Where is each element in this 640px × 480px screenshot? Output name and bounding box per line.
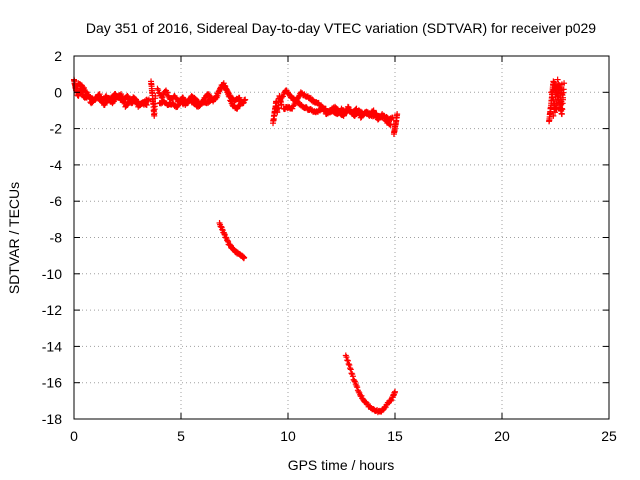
- data-point: [222, 86, 229, 93]
- x-tick-label: 0: [70, 428, 78, 444]
- chart-title: Day 351 of 2016, Sidereal Day-to-day VTE…: [86, 20, 596, 36]
- data-point: [553, 97, 560, 104]
- y-tick-label: -8: [50, 230, 63, 246]
- data-point: [278, 102, 285, 109]
- x-tick-label: 15: [387, 428, 403, 444]
- data-point: [221, 82, 228, 89]
- axis-ticks: [73, 55, 610, 420]
- data-point: [355, 109, 362, 116]
- data-point: [143, 102, 150, 109]
- x-tick-label: 5: [177, 428, 185, 444]
- y-tick-label: -12: [42, 302, 62, 318]
- data-points: [71, 76, 568, 416]
- data-point: [556, 90, 563, 97]
- data-point: [343, 354, 350, 361]
- data-point: [551, 109, 558, 116]
- data-point: [225, 93, 232, 100]
- data-point: [83, 89, 90, 96]
- data-point: [558, 105, 565, 112]
- y-tick-label: -10: [42, 266, 62, 282]
- data-point: [558, 101, 565, 108]
- data-point: [347, 366, 354, 373]
- data-point: [358, 392, 365, 399]
- x-tick-label: 20: [494, 428, 510, 444]
- data-point: [237, 101, 244, 108]
- data-point: [555, 80, 562, 87]
- data-point: [548, 91, 555, 98]
- data-point: [344, 357, 351, 364]
- y-tick-labels: 2 0 -2 -4 -6 -8 -10 -12 -14 -16 -18: [42, 48, 62, 427]
- data-point: [164, 89, 171, 96]
- data-point: [354, 384, 361, 391]
- y-tick-label: -18: [42, 411, 62, 427]
- data-point: [387, 121, 394, 128]
- data-point: [355, 388, 362, 395]
- data-point: [554, 76, 561, 83]
- data-point: [242, 96, 249, 103]
- data-point: [392, 388, 398, 395]
- x-axis-label: GPS time / hours: [288, 457, 395, 473]
- data-point: [347, 365, 354, 372]
- y-tick-label: -2: [50, 121, 63, 137]
- data-point: [556, 85, 563, 92]
- data-point: [241, 254, 248, 261]
- data-point: [550, 112, 557, 119]
- data-point: [286, 91, 293, 98]
- data-point: [86, 95, 93, 102]
- data-point: [98, 96, 105, 103]
- data-point: [349, 373, 356, 380]
- data-point: [237, 100, 244, 107]
- data-point: [348, 370, 355, 377]
- grid-lines: [74, 56, 609, 419]
- y-tick-label: 0: [54, 84, 62, 100]
- data-point: [353, 382, 360, 389]
- data-point: [124, 92, 131, 99]
- data-point: [372, 111, 379, 118]
- data-point: [551, 101, 558, 108]
- data-point: [346, 362, 353, 369]
- x-tick-label: 25: [601, 428, 617, 444]
- x-tick-labels: 0 5 10 15 20 25: [70, 428, 617, 444]
- data-point: [551, 106, 558, 113]
- data-point: [226, 93, 233, 100]
- data-point: [143, 101, 150, 108]
- data-point: [130, 94, 137, 101]
- y-tick-label: 2: [54, 48, 62, 64]
- y-tick-label: -16: [42, 375, 62, 391]
- y-axis-label: SDTVAR / TECUs: [6, 182, 22, 294]
- data-point: [215, 88, 222, 95]
- x-tick-label: 10: [280, 428, 296, 444]
- y-tick-label: -14: [42, 338, 62, 354]
- data-point: [394, 111, 401, 118]
- data-point: [552, 93, 559, 100]
- y-tick-label: -4: [50, 157, 63, 173]
- data-point: [212, 93, 219, 100]
- data-point: [354, 108, 361, 115]
- data-point: [222, 83, 229, 90]
- data-point: [387, 397, 394, 404]
- y-tick-label: -6: [50, 193, 63, 209]
- data-point: [557, 94, 564, 101]
- data-point: [295, 93, 302, 100]
- data-point: [345, 360, 352, 367]
- data-point: [351, 377, 358, 384]
